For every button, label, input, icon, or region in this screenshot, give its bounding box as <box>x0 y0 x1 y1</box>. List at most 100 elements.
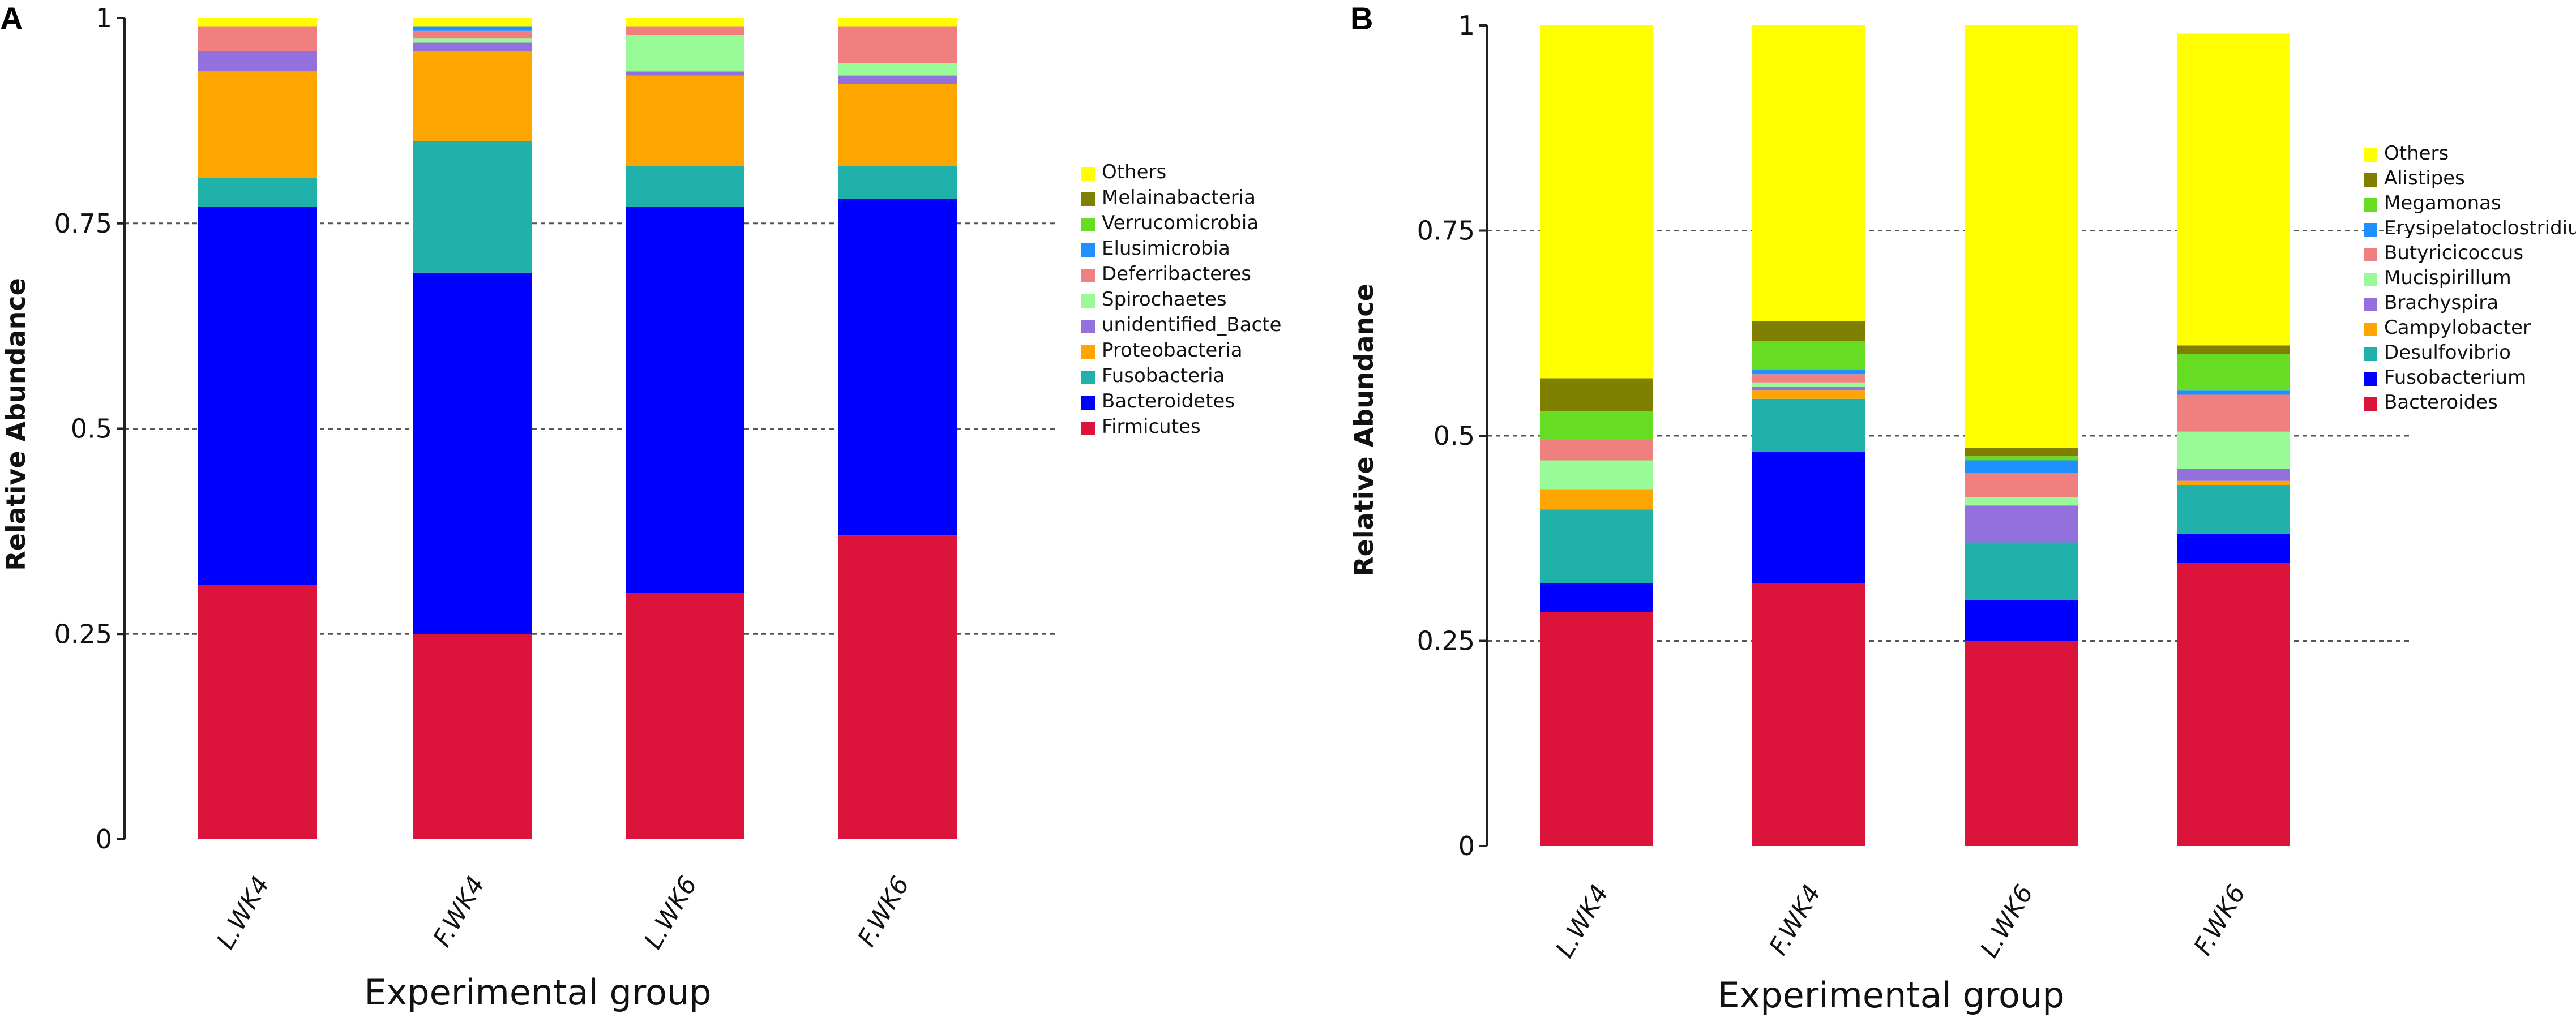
bar-segment-f-wk6-butyricicoccus <box>2177 394 2290 432</box>
panel-a-x-tick-label: L.WK4 <box>211 872 276 954</box>
legend-label-bacteroides: Bacteroides <box>2384 391 2498 414</box>
legend-swatch-campylobacter <box>2364 323 2377 336</box>
bar-segment-f-wk6-proteobacteria <box>838 84 957 166</box>
panel-a-y-ticks: 0 0.25 0.5 0.75 1 <box>54 3 125 855</box>
bar-segment-f-wk6-fusobacterium <box>2177 534 2290 563</box>
legend-swatch-proteobacteria <box>1081 345 1095 359</box>
legend-swatch-erysipelatoclostridium <box>2364 223 2377 237</box>
bar-segment-f-wk6-alistipes <box>2177 345 2290 354</box>
bar-segment-l-wk4-butyricicoccus <box>1540 440 1653 461</box>
legend-swatch-deferribacteres <box>1081 269 1095 282</box>
bar-segment-f-wk4-elusimicrobia <box>413 26 532 31</box>
panel-b-x-tick-label: L.WK4 <box>1550 880 1615 963</box>
panel-a-y-axis-label: Relative Abundance <box>1 278 31 571</box>
legend-label-proteobacteria: Proteobacteria <box>1102 339 1243 362</box>
legend-label-megamonas: Megamonas <box>2384 192 2501 214</box>
bar-segment-f-wk4-butyricicoccus <box>1752 374 1865 383</box>
panel-b-x-tick-label: F.WK6 <box>2188 880 2251 960</box>
bar-segment-f-wk4-fusobacteria <box>413 141 532 273</box>
bar-segment-f-wk6-mucispirillum <box>2177 431 2290 469</box>
legend-label-spirochaetes: Spirochaetes <box>1102 288 1227 311</box>
bar-segment-l-wk4-mucispirillum <box>1540 460 1653 490</box>
panel-a-x-tick-label: L.WK6 <box>639 872 703 954</box>
bar-segment-f-wk4-mucispirillum <box>1752 382 1865 387</box>
bar-segment-l-wk4-desulfovibrio <box>1540 509 1653 583</box>
panel-a-letter: A <box>0 1 23 36</box>
legend-label-firmicutes: Firmicutes <box>1102 415 1201 438</box>
bar-segment-f-wk4-desulfovibrio <box>1752 398 1865 452</box>
bar-segment-l-wk4-others <box>198 18 317 27</box>
panel-b-y-axis-label: Relative Abundance <box>1349 284 1379 577</box>
bar-segment-f-wk4-brachyspira <box>1752 387 1865 391</box>
panel-b-letter: B <box>1350 1 1373 36</box>
panel-a-y-tick-label: 0.25 <box>54 619 112 649</box>
panel-b-x-tick-label: F.WK4 <box>1764 880 1826 960</box>
legend-label-elusimicrobia: Elusimicrobia <box>1102 237 1230 260</box>
bar-segment-l-wk6-fusobacteria <box>626 166 744 207</box>
panel-a: A 0 0.25 0.5 0.75 1 L.WK4 F.WK4 L.WK6 F.WK6 Rel… <box>0 1 1281 1013</box>
bar-segment-l-wk6-unidentified-bacte <box>626 71 744 76</box>
bar-segment-f-wk4-spirochaetes <box>413 38 532 43</box>
bar-segment-f-wk6-megamonas <box>2177 354 2290 391</box>
legend-swatch-mucispirillum <box>2364 273 2377 286</box>
bar-segment-l-wk6-erysipelatoclostridium <box>1965 460 2078 473</box>
bar-segment-l-wk4-megamonas <box>1540 411 1653 440</box>
bar-segment-f-wk4-alistipes <box>1752 321 1865 342</box>
bar-segment-f-wk6-bacteroidetes <box>838 199 957 536</box>
legend-label-erysipelatoclostridium: Erysipelatoclostridium <box>2384 217 2576 239</box>
panel-a-x-axis-label: Experimental group <box>364 972 711 1013</box>
bar-segment-l-wk6-megamonas <box>1965 456 2078 461</box>
legend-swatch-others <box>2364 148 2377 162</box>
panel-a-y-tick-label: 0.75 <box>54 208 112 239</box>
legend-label-melainabacteria: Melainabacteria <box>1102 186 1256 209</box>
legend-swatch-spirochaetes <box>1081 294 1095 308</box>
bar-segment-f-wk4-megamonas <box>1752 341 1865 370</box>
legend-label-deferribacteres: Deferribacteres <box>1102 263 1251 285</box>
panel-b-y-tick-label: 0 <box>1458 831 1475 861</box>
bar-segment-l-wk4-unidentified-bacte <box>198 51 317 72</box>
bar-segment-l-wk6-alistipes <box>1965 448 2078 457</box>
panel-a-x-tick-label: F.WK4 <box>427 872 490 952</box>
legend-swatch-megamonas <box>2364 198 2377 212</box>
panel-b-y-tick-label: 0.25 <box>1417 626 1475 656</box>
legend-swatch-firmicutes <box>1081 422 1095 435</box>
legend-label-butyricicoccus: Butyricicoccus <box>2384 242 2523 264</box>
panel-a-y-tick-label: 0.5 <box>71 414 112 444</box>
bar-segment-l-wk4-deferribacteres <box>198 26 317 51</box>
bar-segment-f-wk6-bacteroides <box>2177 563 2290 846</box>
panel-b-y-tick-label: 0.75 <box>1417 216 1475 246</box>
legend-swatch-desulfovibrio <box>2364 347 2377 361</box>
bar-segment-f-wk6-firmicutes <box>838 535 957 839</box>
legend-swatch-melainabacteria <box>1081 192 1095 206</box>
legend-swatch-bacteroides <box>2364 397 2377 411</box>
bar-segment-l-wk6-others <box>1965 25 2078 448</box>
bar-segment-f-wk4-proteobacteria <box>413 51 532 141</box>
bar-segment-l-wk4-bacteroidetes <box>198 207 317 585</box>
bar-segment-l-wk6-deferribacteres <box>626 26 744 35</box>
bar-segment-f-wk6-campylobacter <box>2177 480 2290 485</box>
bar-segment-f-wk6-spirochaetes <box>838 63 957 76</box>
legend-swatch-alistipes <box>2364 173 2377 187</box>
bar-segment-f-wk4-unidentified-bacte <box>413 42 532 51</box>
legend-label-brachyspira: Brachyspira <box>2384 291 2498 314</box>
bar-segment-f-wk6-unidentified-bacte <box>838 75 957 84</box>
panel-b-x-axis-label: Experimental group <box>1717 975 2064 1016</box>
bar-segment-l-wk6-fusobacterium <box>1965 600 2078 641</box>
panel-b-y-ticks: 0 0.25 0.5 0.75 1 <box>1417 10 1487 861</box>
panel-a-y-tick-label: 1 <box>96 3 112 33</box>
bar-segment-f-wk6-fusobacteria <box>838 166 957 199</box>
legend-swatch-fusobacteria <box>1081 371 1095 384</box>
bar-segment-f-wk4-fusobacterium <box>1752 452 1865 583</box>
bar-segment-f-wk4-others <box>413 18 532 27</box>
bar-segment-l-wk4-campylobacter <box>1540 489 1653 510</box>
legend-swatch-fusobacterium <box>2364 372 2377 386</box>
legend-label-bacteroidetes: Bacteroidetes <box>1102 390 1235 413</box>
legend-label-unidentified-bacte: unidentified_Bacte <box>1102 314 1281 336</box>
legend-swatch-unidentified-bacte <box>1081 320 1095 333</box>
bar-segment-f-wk6-erysipelatoclostridium <box>2177 390 2290 395</box>
bar-segment-f-wk6-brachyspira <box>2177 469 2290 481</box>
legend-label-verrucomicrobia: Verrucomicrobia <box>1102 212 1259 234</box>
bar-segment-l-wk6-mucispirillum <box>1965 497 2078 506</box>
